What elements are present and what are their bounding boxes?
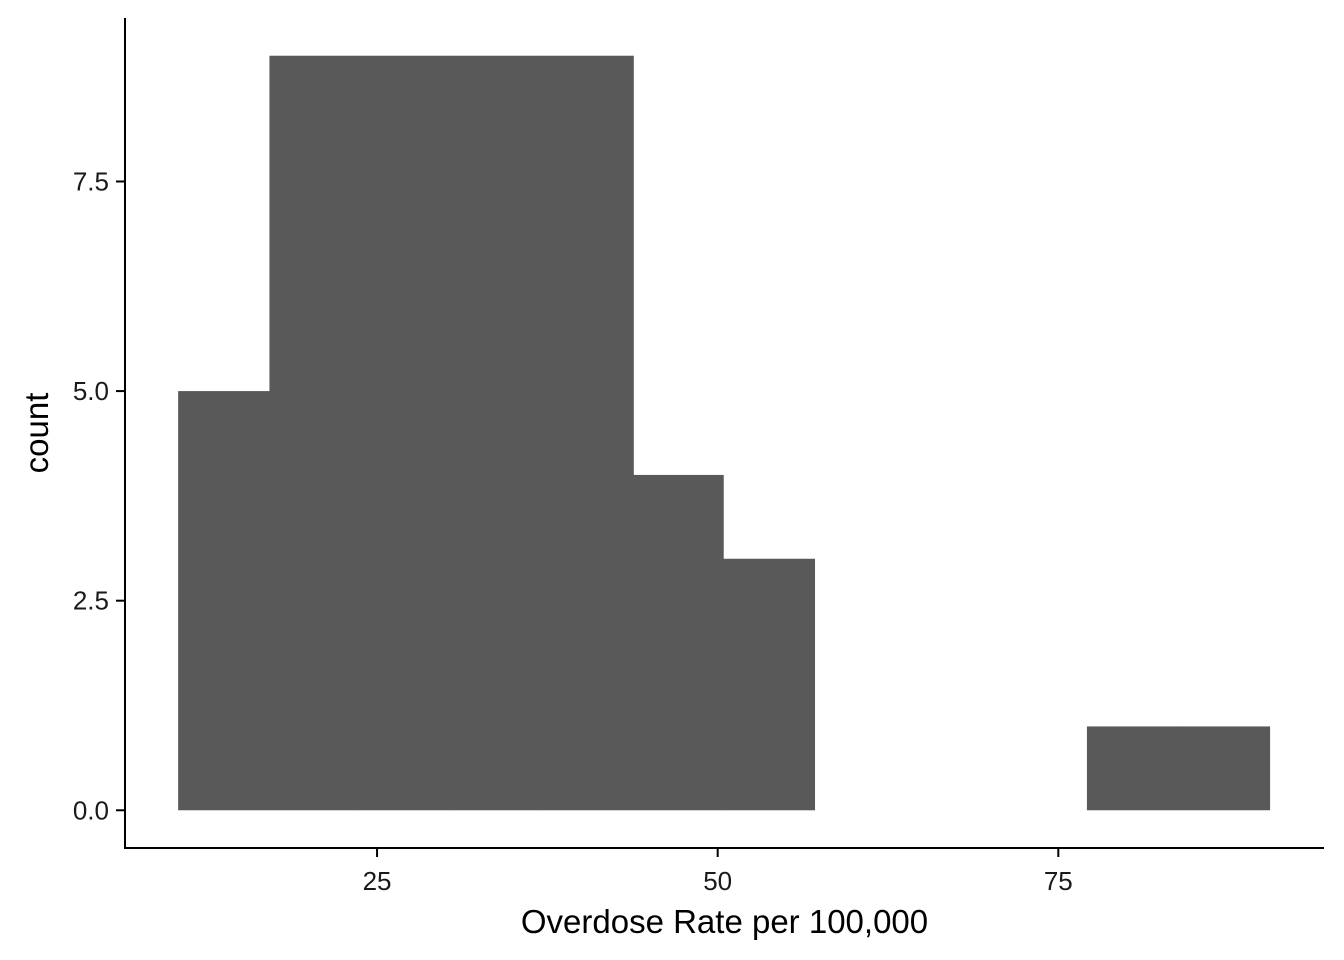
histogram-bar: [178, 391, 271, 811]
histogram-bar: [541, 55, 634, 811]
x-tick-label: 75: [1044, 866, 1073, 896]
histogram-bar: [269, 55, 360, 811]
histogram-bars: [178, 55, 1271, 811]
histogram-bar: [359, 55, 452, 811]
x-tick-label: 50: [703, 866, 732, 896]
y-axis-title: count: [18, 393, 55, 474]
y-tick-label: 0.0: [73, 795, 109, 825]
histogram-bar: [1086, 726, 1179, 811]
y-axis-ticks: 0.0 2.5 5.0 7.5: [73, 166, 125, 825]
histogram-bar: [723, 558, 816, 811]
x-tick-label: 25: [363, 866, 392, 896]
y-tick-label: 2.5: [73, 586, 109, 616]
y-tick-label: 5.0: [73, 376, 109, 406]
histogram-bar: [450, 55, 543, 811]
histogram-bar: [633, 474, 724, 811]
histogram-bar: [1178, 726, 1271, 811]
x-axis-title: Overdose Rate per 100,000: [521, 903, 928, 940]
x-axis-ticks: 25 50 75: [363, 848, 1073, 896]
y-tick-label: 7.5: [73, 166, 109, 196]
